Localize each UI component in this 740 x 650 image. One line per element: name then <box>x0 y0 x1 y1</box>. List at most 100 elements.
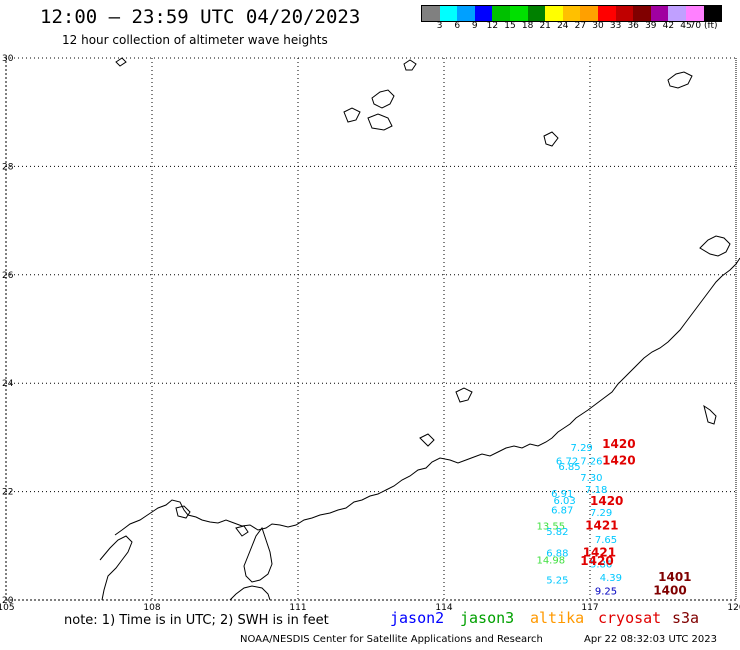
pass-time-label: 1421 <box>583 546 616 560</box>
color-swatch <box>703 6 722 21</box>
color-scale-label: 24 <box>557 21 569 31</box>
wave-height-value: 6.72 <box>556 457 578 468</box>
color-scale-label: 9 <box>471 21 478 31</box>
color-swatch <box>597 6 616 21</box>
latitude-tick-label: 30 <box>2 54 14 64</box>
color-scale-label: 18 <box>521 21 534 31</box>
pass-time-label: 1420 <box>602 454 635 468</box>
legend-item-s3a: s3a <box>672 609 700 627</box>
island-j <box>175 505 191 519</box>
taiwan-strait-islands <box>699 235 731 257</box>
latitude-tick-label: 28 <box>2 162 14 172</box>
color-scale-label: 39 <box>645 21 657 31</box>
pass-time-label: 1421 <box>585 519 618 533</box>
color-swatch <box>422 6 440 21</box>
color-swatch <box>562 6 581 21</box>
color-scale-label: 36 <box>627 21 639 31</box>
color-scale-label: 15 <box>504 21 516 31</box>
longitude-tick-label: 114 <box>435 603 452 613</box>
color-swatch <box>668 6 686 21</box>
map-subtitle: 12 hour collection of altimeter wave hei… <box>62 33 328 47</box>
color-swatch <box>457 6 475 21</box>
pass-time-label: 1401 <box>658 570 691 584</box>
wave-height-value: 4.39 <box>600 573 622 584</box>
pass-time-label: 1420 <box>580 554 613 568</box>
island-h <box>703 404 717 425</box>
longitude-tick-label: 120 <box>727 603 740 613</box>
coastline <box>99 57 740 601</box>
hainan-north-coast <box>229 585 271 601</box>
legend-item-cryosat: cryosat <box>598 609 662 627</box>
pass-time-label: 1420 <box>602 437 635 451</box>
axis-labels: 105 108 111 114 117 120 30 28 26 24 22 20 <box>0 54 740 613</box>
south-china-coastline <box>114 257 740 536</box>
color-swatch <box>650 6 669 21</box>
lat-lon-grid <box>5 57 737 601</box>
longitude-tick-label: 111 <box>289 603 306 613</box>
longitude-tick-label: 105 <box>0 603 15 613</box>
color-scale-label: 70 (ft) <box>689 21 718 31</box>
wave-height-value: 7.29 <box>571 443 593 454</box>
color-swatch <box>633 6 651 21</box>
color-scale-label: 12 <box>486 21 499 31</box>
altimeter-observations: 7.29 6.72 7.266.857.307.18 6.916.036.87 7.29… <box>536 443 622 598</box>
color-swatch <box>509 6 528 21</box>
wave-height-value: 6.03 <box>554 496 576 507</box>
island-d <box>403 59 417 71</box>
color-scale-label: 45 <box>680 21 692 31</box>
color-scale-label: 30 <box>592 21 604 31</box>
pass-time-label: 1420 <box>590 494 623 508</box>
wave-height-value: 5.25 <box>546 576 568 587</box>
color-scale-bar <box>421 5 723 22</box>
island-e <box>543 131 559 147</box>
wave-height-value: 5.82 <box>546 527 568 538</box>
island-f <box>667 71 693 89</box>
color-swatch <box>474 6 493 21</box>
color-swatch <box>492 6 510 21</box>
legend-item-altika: altika <box>530 609 585 627</box>
legend-note: note: 1) Time is in UTC; 2) SWH is in fe… <box>64 613 329 628</box>
color-scale-label: 27 <box>574 21 587 31</box>
credit-text: NOAA/NESDIS Center for Satellite Applica… <box>240 634 543 645</box>
wave-height-value: 6.88 <box>546 549 568 560</box>
latitude-tick-label: 20 <box>2 596 14 606</box>
wave-height-value: 6.87 <box>551 505 573 516</box>
wave-height-value: 7.65 <box>595 535 617 546</box>
legend-item-jason3: jason3 <box>460 609 515 627</box>
latitude-tick-label: 26 <box>2 271 14 281</box>
map-title: 12:00 – 23:59 UTC 04/20/2023 <box>40 6 361 28</box>
wave-height-value: 7.30 <box>580 473 602 484</box>
wave-height-value: 9.25 <box>595 587 617 598</box>
color-scale-label: 33 <box>609 21 622 31</box>
color-scale-labels: 3 6 9 12 15 18 21 24 27 30 33 36 39 42 45 70 (ft) <box>421 21 740 33</box>
color-scale-label: 6 <box>454 21 461 31</box>
color-swatch <box>615 6 634 21</box>
color-scale-label: 42 <box>662 21 675 31</box>
island-a <box>371 89 395 109</box>
island-i <box>115 57 127 67</box>
color-swatch <box>439 6 458 21</box>
legend-item-jason2: jason2 <box>390 609 445 627</box>
generation-timestamp: Apr 22 08:32:03 UTC 2023 <box>584 634 717 645</box>
color-swatch <box>527 6 546 21</box>
pass-time-label: 1400 <box>653 584 686 598</box>
guangxi-coast <box>99 535 133 601</box>
wave-height-value: 5.86 <box>590 559 612 570</box>
wave-height-value: 6.91 <box>551 489 573 500</box>
color-swatch <box>545 6 563 21</box>
island-l <box>419 433 435 447</box>
latitude-tick-label: 24 <box>2 379 14 389</box>
color-scale-label: 3 <box>436 21 443 31</box>
color-swatch <box>580 6 598 21</box>
wave-height-value: 7.18 <box>585 485 607 496</box>
island-c <box>367 113 393 131</box>
wave-height-value: 14.98 <box>536 556 565 567</box>
longitude-tick-label: 117 <box>581 603 598 613</box>
latitude-tick-label: 22 <box>2 488 13 498</box>
color-scale-label: 21 <box>539 21 551 31</box>
wave-height-value: 6.85 <box>558 462 580 473</box>
color-swatch <box>685 6 704 21</box>
longitude-tick-label: 108 <box>143 603 160 613</box>
